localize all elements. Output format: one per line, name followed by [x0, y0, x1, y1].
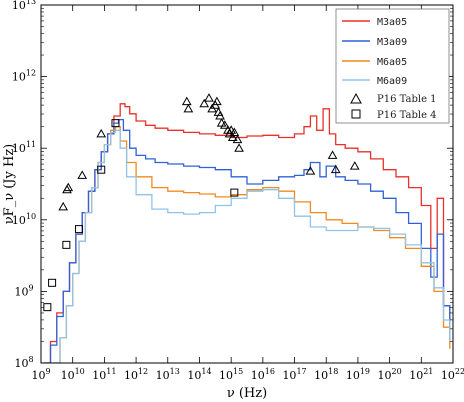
legend-triangle-icon — [350, 92, 362, 104]
legend-label-M6a09: M6a09 — [377, 76, 407, 87]
marker-triangle-22 — [234, 143, 244, 152]
marker-triangle-24 — [327, 150, 338, 159]
legend-box — [335, 8, 450, 124]
marker-square-1 — [48, 278, 57, 287]
marker-triangle-20 — [229, 127, 240, 136]
marker-triangle-26 — [349, 161, 360, 170]
series-line-M6a09 — [53, 129, 451, 363]
legend-label-p16-table1: P16 Table 1 — [377, 94, 437, 105]
legend: M3a05 M3a09 M6a05 M6a09 P16 Table 1 P16 … — [335, 8, 450, 124]
y-axis-label: νF_ν (Jy Hz) — [2, 144, 17, 224]
legend-label-M6a05: M6a05 — [377, 57, 407, 68]
marker-square-4 — [97, 165, 106, 174]
legend-square-icon — [351, 109, 361, 119]
legend-label-p16-table4: P16 Table 4 — [377, 110, 437, 121]
marker-square-2 — [62, 240, 71, 249]
marker-square-3 — [75, 225, 84, 234]
marker-triangle-0 — [58, 201, 69, 211]
marker-triangle-7 — [199, 98, 210, 108]
marker-triangle-6 — [183, 103, 194, 113]
plot-frame — [40, 4, 454, 364]
series-line-M3a09 — [44, 118, 451, 363]
marker-triangle-3 — [77, 170, 88, 179]
x-axis-label: ν (Hz) — [227, 386, 267, 401]
marker-triangle-4 — [96, 128, 107, 138]
legend-label-M3a05: M3a05 — [377, 17, 407, 28]
marker-triangle-19 — [227, 132, 238, 141]
marker-triangle-11 — [212, 96, 222, 106]
marker-triangle-2 — [63, 182, 74, 192]
plot-area — [43, 93, 451, 363]
legend-label-M3a09: M3a09 — [377, 37, 407, 48]
marker-triangle-25 — [330, 164, 341, 174]
marker-triangle-15 — [219, 120, 230, 129]
marker-triangle-13 — [215, 110, 225, 120]
marker-triangle-21 — [232, 134, 243, 144]
marker-triangle-23 — [305, 166, 316, 175]
marker-triangle-5 — [181, 96, 192, 106]
marker-square-6 — [230, 188, 239, 197]
marker-square-5 — [111, 119, 120, 128]
marker-triangle-8 — [204, 93, 214, 102]
